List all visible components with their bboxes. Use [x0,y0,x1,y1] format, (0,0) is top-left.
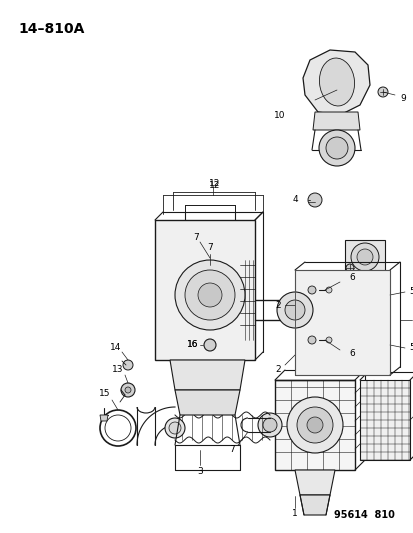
Text: 5: 5 [408,287,413,296]
Circle shape [370,281,378,289]
Circle shape [314,295,344,325]
Circle shape [169,422,180,434]
Text: 7: 7 [192,232,198,241]
Circle shape [306,417,322,433]
Text: 10: 10 [273,110,285,119]
Text: 95614  810: 95614 810 [333,510,394,520]
Text: 7: 7 [228,446,234,455]
Text: 16: 16 [187,341,198,350]
Circle shape [165,418,185,438]
Text: 12: 12 [209,179,220,188]
Text: 1: 1 [292,510,297,519]
Circle shape [123,360,133,370]
Polygon shape [175,390,240,415]
Circle shape [321,302,337,318]
Circle shape [342,286,350,294]
Polygon shape [289,295,329,325]
Circle shape [262,418,276,432]
Circle shape [175,260,244,330]
Polygon shape [154,220,254,360]
Circle shape [325,137,347,159]
Circle shape [307,286,315,294]
Circle shape [276,292,312,328]
Circle shape [325,287,331,293]
Polygon shape [299,495,329,515]
Circle shape [125,387,131,393]
Circle shape [204,339,216,351]
Polygon shape [312,112,359,130]
Text: 12: 12 [209,181,220,190]
Text: 6: 6 [348,273,354,282]
Text: 3: 3 [197,467,202,477]
Polygon shape [100,415,108,421]
Text: 14–810A: 14–810A [18,22,84,36]
Polygon shape [294,270,389,375]
Text: 15: 15 [99,390,111,399]
Text: 5: 5 [408,343,413,352]
Circle shape [377,87,387,97]
Polygon shape [294,470,334,495]
Ellipse shape [319,58,354,106]
Polygon shape [359,380,409,460]
Text: 6: 6 [348,350,354,359]
Text: 7: 7 [206,244,212,253]
Polygon shape [274,380,354,470]
Circle shape [345,264,353,272]
Text: 16: 16 [187,341,198,350]
Circle shape [284,300,304,320]
Text: 2: 2 [275,366,280,375]
Circle shape [325,337,331,343]
Text: 14: 14 [110,343,121,352]
Circle shape [257,413,281,437]
Circle shape [121,383,135,397]
Text: 4: 4 [292,196,297,205]
Circle shape [185,270,235,320]
Polygon shape [170,360,244,390]
Circle shape [318,130,354,166]
Circle shape [350,243,378,271]
Circle shape [197,283,221,307]
Circle shape [307,336,315,344]
Circle shape [296,407,332,443]
Circle shape [307,193,321,207]
Text: 9: 9 [399,93,405,102]
Polygon shape [302,50,369,115]
Circle shape [286,397,342,453]
Text: 2: 2 [275,301,280,310]
Polygon shape [344,240,384,275]
Circle shape [356,249,372,265]
Text: 13: 13 [112,366,123,375]
